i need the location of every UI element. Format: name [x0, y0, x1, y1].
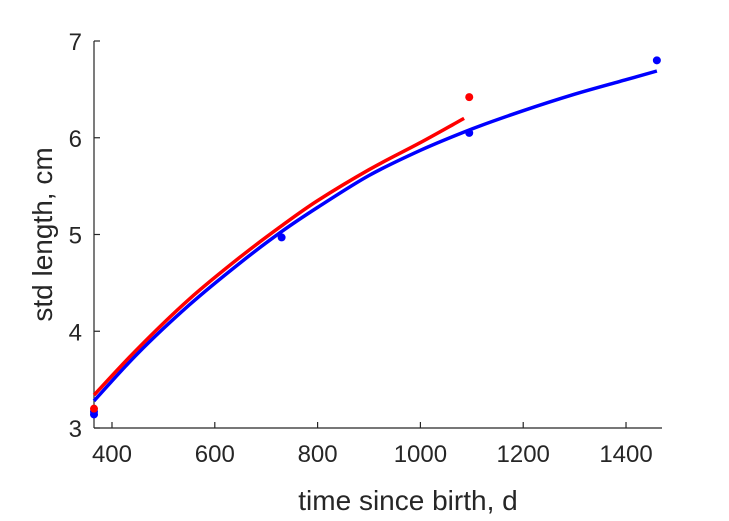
x-tick-label: 800 [298, 441, 338, 468]
x-tick-label: 1200 [497, 441, 550, 468]
y-tick-label: 6 [69, 126, 82, 153]
y-tick-label: 5 [69, 223, 82, 250]
y-tick-label: 7 [69, 29, 82, 56]
red-data-point [90, 404, 98, 413]
blue-data-point [465, 128, 474, 137]
blue-data-point [652, 56, 661, 65]
blue-data-point [277, 233, 286, 242]
x-tick-label: 600 [195, 441, 235, 468]
x-axis-title: time since birth, d [298, 485, 517, 516]
ticks: 400 600 800 1000 1200 1400 3 4 5 6 7 [69, 29, 653, 468]
blue-fit-curve [92, 69, 658, 403]
series-layer [90, 56, 661, 419]
axes [93, 41, 662, 429]
red-fit-curve [92, 116, 465, 397]
red-data-point [465, 93, 474, 102]
x-tick-label: 400 [92, 441, 132, 468]
y-tick-label: 3 [69, 416, 82, 443]
x-tick-label: 1400 [599, 441, 652, 468]
y-axis-title: std length, cm [27, 147, 58, 321]
x-tick-label: 1000 [394, 441, 447, 468]
y-tick-label: 4 [69, 319, 82, 346]
